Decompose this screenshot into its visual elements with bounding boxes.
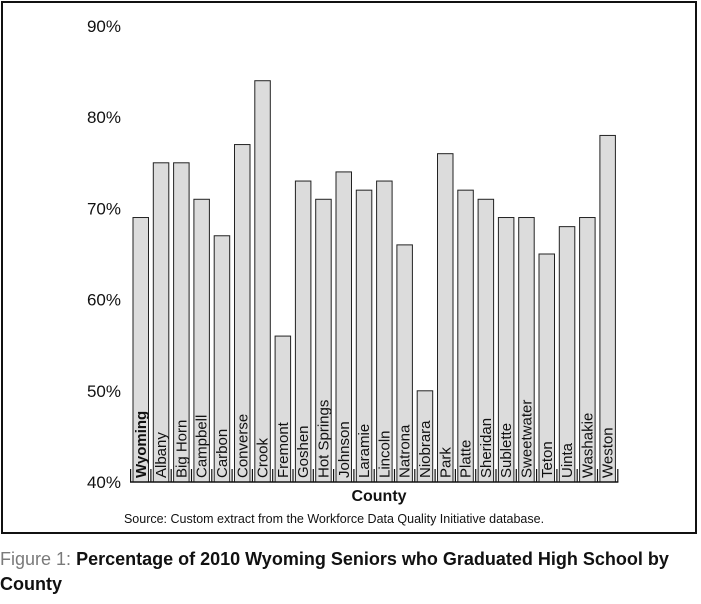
bars	[132, 80, 616, 483]
category-label-albany: Albany	[153, 432, 170, 478]
category-label-weston: Weston	[600, 427, 617, 478]
figure-title: Percentage of 2010 Wyoming Seniors who G…	[0, 549, 669, 594]
category-label-sublette: Sublette	[498, 423, 515, 478]
category-label-johnson: Johnson	[336, 421, 353, 478]
category-label-laramie: Laramie	[356, 424, 373, 478]
x-axis-label: County	[351, 488, 406, 505]
category-label-washakie: Washakie	[579, 413, 596, 478]
y-tick-label: 50%	[87, 382, 121, 401]
figure-caption: Figure 1: Percentage of 2010 Wyoming Sen…	[0, 547, 690, 597]
category-label-lincoln: Lincoln	[376, 430, 393, 478]
chart-frame: 40% 50% 60% 70% 80% 90% Wyoming Albany Big Horn…	[1, 1, 697, 534]
y-tick-label: 70%	[87, 199, 121, 218]
category-label-niobrara: Niobrara	[417, 420, 434, 478]
category-label-crook: Crook	[255, 437, 272, 478]
x-axis-ticks	[129, 469, 619, 482]
bar-chart: 40% 50% 60% 70% 80% 90% Wyoming Albany Big Horn…	[87, 17, 619, 526]
bar-crook	[254, 80, 271, 483]
y-tick-label: 80%	[87, 108, 121, 127]
category-label-wyoming: Wyoming	[133, 411, 150, 478]
category-label-big-horn: Big Horn	[173, 420, 190, 478]
y-tick-label: 60%	[87, 291, 121, 310]
y-tick-label: 90%	[87, 17, 121, 36]
category-label-converse: Converse	[234, 414, 251, 478]
figure-label: Figure 1:	[0, 549, 72, 569]
category-label-uinta: Uinta	[559, 442, 576, 478]
category-label-campbell: Campbell	[194, 415, 211, 478]
category-label-platte: Platte	[458, 440, 475, 478]
category-label-park: Park	[437, 447, 454, 478]
bar-park	[437, 153, 454, 483]
category-label-sweetwater: Sweetwater	[518, 400, 535, 478]
source-note: Source: Custom extract from the Workforc…	[124, 512, 544, 526]
y-tick-label: 40%	[87, 473, 121, 492]
bar-platte	[457, 189, 474, 483]
category-label-teton: Teton	[539, 441, 556, 478]
category-label-natrona: Natrona	[397, 424, 414, 478]
category-labels: Wyoming Albany Big Horn Campbell Carbon Conve…	[133, 400, 617, 478]
category-label-goshen: Goshen	[295, 425, 312, 478]
y-axis-ticks: 40% 50% 60% 70% 80% 90%	[87, 17, 121, 492]
category-label-hot-springs: Hot Springs	[315, 400, 332, 478]
category-label-sheridan: Sheridan	[478, 418, 495, 478]
category-label-fremont: Fremont	[275, 421, 292, 478]
category-label-carbon: Carbon	[214, 429, 231, 478]
